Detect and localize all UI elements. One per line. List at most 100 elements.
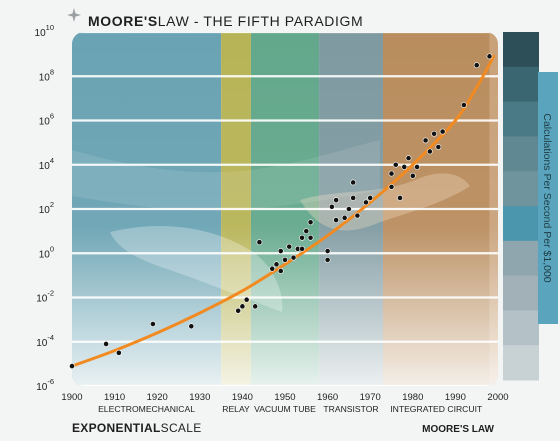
scale-swatch (503, 101, 539, 137)
y-tick-label: 108 (39, 67, 54, 83)
data-point (414, 164, 420, 170)
scale-swatch (503, 66, 539, 103)
data-point (299, 245, 305, 252)
data-point (328, 203, 335, 210)
scale-swatch (503, 136, 539, 172)
horizontal-gridlines (72, 32, 498, 386)
data-point (363, 199, 369, 206)
scale-swatch (503, 206, 539, 242)
data-point (354, 212, 361, 219)
scale-swatch (503, 345, 539, 381)
paradigm-label: RELAY (222, 404, 250, 414)
data-point (333, 217, 340, 223)
x-axis-ticks: 1900 1910 1920 1930 1940 1950 1960 1970 1980 1990… (61, 392, 508, 403)
data-point (286, 243, 293, 250)
data-point (392, 161, 399, 168)
data-point (388, 170, 395, 177)
y-tick-label: 102 (39, 200, 54, 216)
footer-left-bold: EXPONENTIAL (72, 421, 161, 435)
x-tick-label: 1930 (189, 392, 210, 403)
data-point (435, 144, 442, 150)
data-point (350, 179, 357, 186)
data-point (473, 62, 480, 69)
data-point (307, 219, 314, 226)
x-tick-label: 1920 (147, 392, 168, 403)
y-axis-ticks: 10-6 10-4 10-2 100 102 104 106 108 1010 (35, 23, 54, 393)
data-point (282, 256, 288, 263)
data-point (367, 195, 374, 201)
data-point (324, 248, 331, 254)
data-point (277, 268, 284, 274)
data-point (426, 148, 433, 155)
data-point (303, 228, 310, 235)
data-point (115, 349, 122, 356)
data-point (273, 261, 280, 268)
data-point (486, 53, 493, 60)
y-tick-label: 1010 (35, 23, 54, 39)
data-point (350, 195, 357, 201)
x-tick-label: 1900 (61, 392, 82, 403)
x-tick-label: 1950 (274, 392, 295, 403)
data-point (341, 214, 348, 221)
data-point (277, 248, 284, 254)
y-tick-label: 10-6 (36, 377, 54, 393)
paradigm-labels: ELECTROMECHANICAL RELAY VACUUM TUBE TRANSIS… (98, 404, 483, 414)
scale-swatch (503, 240, 539, 277)
x-tick-label: 1970 (360, 392, 381, 403)
footer-left-rest: SCALE (161, 421, 202, 435)
data-point (431, 130, 437, 137)
data-point (324, 256, 331, 263)
data-point (307, 234, 314, 241)
data-point (188, 323, 195, 330)
paradigm-label: VACUUM TUBE (254, 404, 316, 414)
data-point (269, 265, 276, 272)
scale-swatch (503, 32, 539, 68)
data-point (401, 164, 408, 170)
scale-swatch (503, 171, 539, 207)
chart-title-rest: LAW - THE FIFTH PARADIGM (158, 13, 363, 29)
color-scale-legend (503, 32, 539, 381)
ylabel-tab (538, 72, 558, 324)
data-point (103, 341, 109, 347)
plot-area (72, 32, 498, 386)
x-tick-label: 1980 (402, 392, 423, 403)
data-point (235, 307, 242, 314)
data-point (150, 321, 156, 327)
data-point (239, 303, 246, 310)
x-tick-label: 1940 (232, 392, 253, 403)
data-point (405, 155, 412, 162)
paradigm-label: ELECTROMECHANICAL (98, 404, 195, 414)
y-tick-label: 104 (39, 156, 54, 172)
paradigm-label: INTEGRATED CIRCUIT (390, 404, 483, 414)
footer-left: EXPONENTIALSCALE (72, 421, 202, 435)
footer-right: MOORE'S LAW (422, 424, 494, 435)
data-point (461, 102, 467, 108)
sparkle-logo-icon (67, 8, 81, 22)
trend-line (70, 54, 496, 368)
y-tick-label: 106 (39, 112, 54, 128)
data-point (397, 195, 403, 201)
data-point (299, 234, 305, 241)
chart-title-bold: MOORE'S (88, 13, 158, 29)
x-tick-label: 1960 (317, 392, 338, 403)
data-point (345, 206, 352, 212)
chart-title: MOORE'SLAW - THE FIFTH PARADIGM (88, 13, 363, 29)
data-point (252, 303, 259, 310)
data-point (243, 296, 250, 303)
x-tick-label: 2000 (487, 392, 508, 403)
data-point (409, 172, 416, 179)
data-point (388, 183, 395, 190)
scale-swatch (503, 275, 539, 311)
y-tick-label: 100 (39, 244, 54, 260)
data-point (439, 128, 446, 135)
data-point (290, 254, 297, 261)
data-point (333, 197, 340, 204)
data-points (69, 53, 493, 369)
data-point (69, 363, 75, 369)
data-point (422, 137, 429, 144)
x-tick-label: 1990 (445, 392, 466, 403)
data-point (256, 239, 263, 246)
y-tick-label: 10-4 (36, 333, 54, 349)
paradigm-label: TRANSISTOR (323, 404, 378, 414)
